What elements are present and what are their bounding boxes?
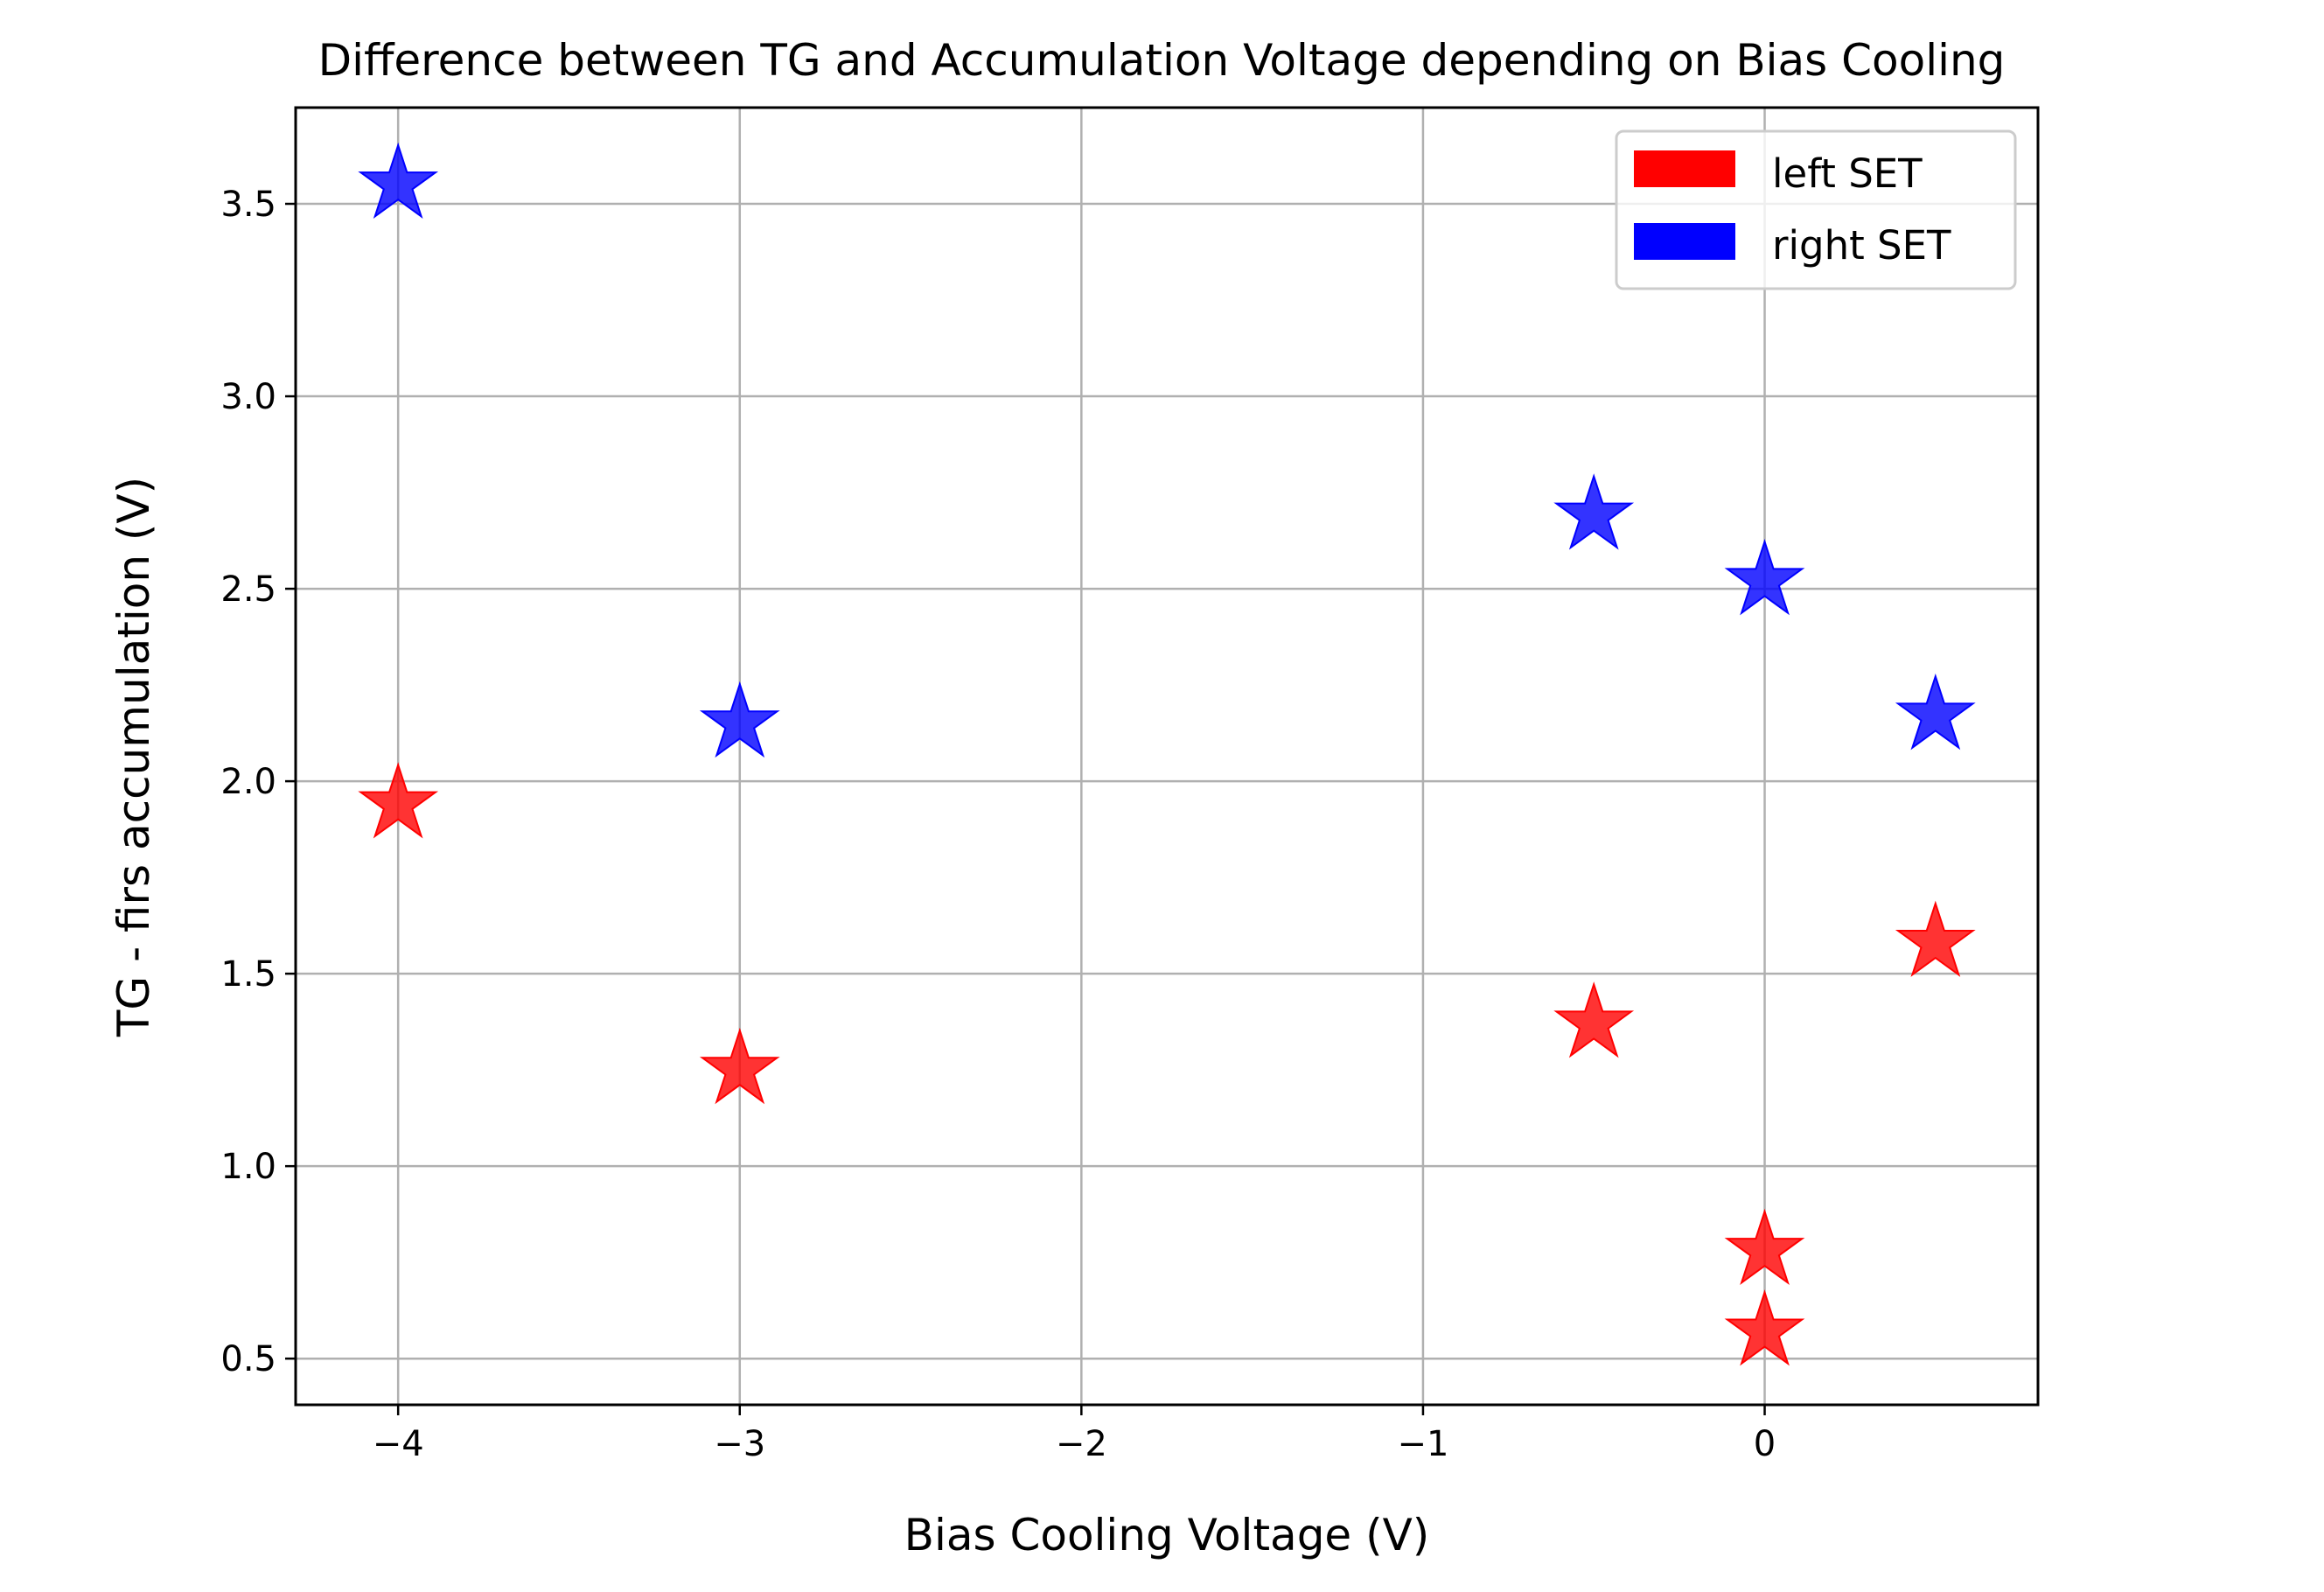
y-axis-label: TG - firs accumulation (V) (108, 477, 159, 1037)
point-right-set (358, 142, 439, 220)
legend-swatch-right-set (1634, 223, 1735, 260)
point-right-set (1724, 539, 1805, 616)
point-left-set (1724, 1208, 1805, 1286)
point-left-set (1724, 1289, 1805, 1366)
axis-ticks: −4 −3 −2 −1 0 0.5 1.0 1.5 2.0 2.5 3.0 3.5 (220, 185, 1776, 1464)
x-tick-label: 0 (1754, 1424, 1776, 1464)
point-left-set (358, 762, 439, 839)
y-tick-label: 3.5 (220, 185, 276, 225)
point-right-set (699, 681, 780, 758)
x-axis-label: Bias Cooling Voltage (V) (904, 1510, 1430, 1561)
grid (296, 108, 2038, 1405)
point-left-set (699, 1027, 780, 1105)
y-tick-label: 0.5 (220, 1339, 276, 1379)
legend: left SET right SET (1615, 129, 2017, 290)
y-tick-label: 3.0 (220, 377, 276, 417)
point-right-set (1553, 473, 1635, 550)
y-tick-label: 1.0 (220, 1147, 276, 1187)
x-tick-label: −2 (1056, 1424, 1107, 1464)
y-tick-label: 2.0 (220, 762, 276, 802)
x-tick-label: −4 (373, 1424, 424, 1464)
plot-frame (294, 106, 2040, 1407)
point-left-set (1895, 900, 1976, 977)
chart-title: Difference between TG and Accumulation V… (318, 35, 2006, 86)
legend-label-left-set: left SET (1772, 150, 1923, 197)
y-tick-label: 1.5 (220, 954, 276, 995)
point-right-set (1895, 674, 1976, 751)
x-tick-label: −3 (714, 1424, 765, 1464)
legend-label-right-set: right SET (1772, 222, 1951, 269)
data-points (358, 142, 1976, 1366)
legend-swatch-left-set (1634, 150, 1735, 187)
point-left-set (1553, 981, 1635, 1058)
y-tick-label: 2.5 (220, 569, 276, 610)
x-tick-label: −1 (1397, 1424, 1448, 1464)
